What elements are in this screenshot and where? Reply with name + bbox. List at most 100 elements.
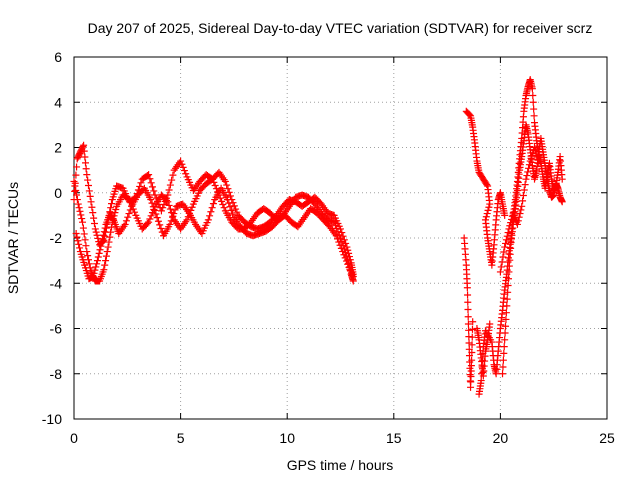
data-point-marker (71, 179, 79, 187)
data-point-marker (150, 187, 158, 195)
data-point-marker (204, 216, 212, 224)
data-point-marker (73, 191, 81, 199)
data-point-marker (516, 210, 524, 218)
data-point-marker (528, 85, 536, 93)
data-point-marker (478, 356, 486, 364)
data-point-marker (501, 329, 509, 337)
data-point-marker (478, 363, 486, 371)
data-point-marker (157, 207, 165, 215)
data-point-marker (502, 309, 510, 317)
data-point-marker (335, 231, 343, 239)
data-point-marker (230, 202, 238, 210)
data-point-marker (76, 244, 84, 252)
x-tick-label: 10 (279, 430, 295, 446)
data-point-marker (501, 243, 509, 251)
data-point-marker (104, 243, 112, 251)
data-point-marker (496, 268, 504, 276)
data-point-marker (166, 181, 174, 189)
data-point-marker (463, 284, 471, 292)
data-point-marker (207, 208, 215, 216)
data-point-marker (337, 244, 345, 252)
y-tick-labels: -10 -8 -6 -4 -2 0 2 4 6 (42, 49, 62, 427)
data-point-marker (342, 257, 350, 265)
data-point-marker (464, 313, 472, 321)
data-point-marker (147, 212, 155, 220)
data-point-marker (80, 141, 88, 149)
data-point-marker (80, 230, 88, 238)
data-point-marker (468, 325, 476, 333)
data-point-marker (208, 204, 216, 212)
data-point-marker (131, 208, 139, 216)
data-point-marker (505, 275, 513, 283)
data-point-marker (147, 179, 155, 187)
data-point-marker (227, 206, 235, 214)
data-point-marker (209, 175, 217, 183)
data-point-marker (501, 211, 509, 219)
data-point-marker (85, 260, 93, 268)
data-point-marker (224, 185, 232, 193)
data-point-marker (464, 298, 472, 306)
data-point-marker (229, 210, 237, 218)
data-point-marker (121, 220, 129, 228)
data-point-marker (477, 377, 485, 385)
data-point-marker (71, 187, 79, 195)
data-point-marker (530, 112, 538, 120)
data-point-marker (522, 175, 530, 183)
data-point-marker (506, 222, 514, 230)
data-point-marker (103, 248, 111, 256)
chart-title: Day 207 of 2025, Sidereal Day-to-day VTE… (88, 20, 593, 36)
data-point-marker (154, 217, 162, 225)
data-point-marker (533, 153, 541, 161)
data-point-marker (80, 147, 88, 155)
data-point-marker (220, 204, 228, 212)
data-point-marker (149, 203, 157, 211)
data-point-marker (218, 197, 226, 205)
data-point-marker (91, 225, 99, 233)
data-point-marker (70, 196, 78, 204)
data-point-marker (219, 201, 227, 209)
data-point-marker (76, 207, 84, 215)
data-point-marker (81, 236, 89, 244)
data-point-marker (169, 171, 177, 179)
data-point-marker (83, 171, 91, 179)
data-point-marker (517, 206, 525, 214)
data-point-marker (75, 240, 83, 248)
data-point-marker (519, 191, 527, 199)
data-point-marker (88, 203, 96, 211)
data-point-marker (224, 196, 232, 204)
grid-lines (74, 57, 607, 419)
data-point-marker (87, 198, 95, 206)
data-point-marker (94, 253, 102, 261)
data-point-marker (74, 237, 82, 245)
data-point-marker (105, 238, 113, 246)
data-point-marker (154, 197, 162, 205)
data-point-marker (520, 186, 528, 194)
data-point-marker (163, 194, 171, 202)
data-point-marker (500, 248, 508, 256)
data-point-marker (81, 153, 89, 161)
data-point-marker (469, 318, 477, 326)
data-point-marker (92, 228, 100, 236)
data-point-marker (95, 249, 103, 257)
data-point-marker (535, 159, 543, 167)
data-point-marker (136, 182, 144, 190)
y-tick-label: -2 (50, 230, 63, 246)
data-point-marker (179, 163, 187, 171)
data-point-marker (486, 200, 494, 208)
data-point-marker (82, 159, 90, 167)
data-point-marker (466, 371, 474, 379)
data-point-marker (339, 248, 347, 256)
data-point-marker (99, 235, 107, 243)
data-point-marker (502, 236, 510, 244)
data-point-marker (464, 291, 472, 299)
data-point-marker (101, 261, 109, 269)
y-tick-label: -10 (42, 411, 62, 427)
data-point-marker (497, 263, 505, 271)
data-point-marker (93, 260, 101, 268)
data-point-marker (147, 196, 155, 204)
data-point-marker (500, 343, 508, 351)
data-point-marker (232, 205, 240, 213)
data-point-marker (93, 257, 101, 265)
data-point-marker (143, 220, 151, 228)
